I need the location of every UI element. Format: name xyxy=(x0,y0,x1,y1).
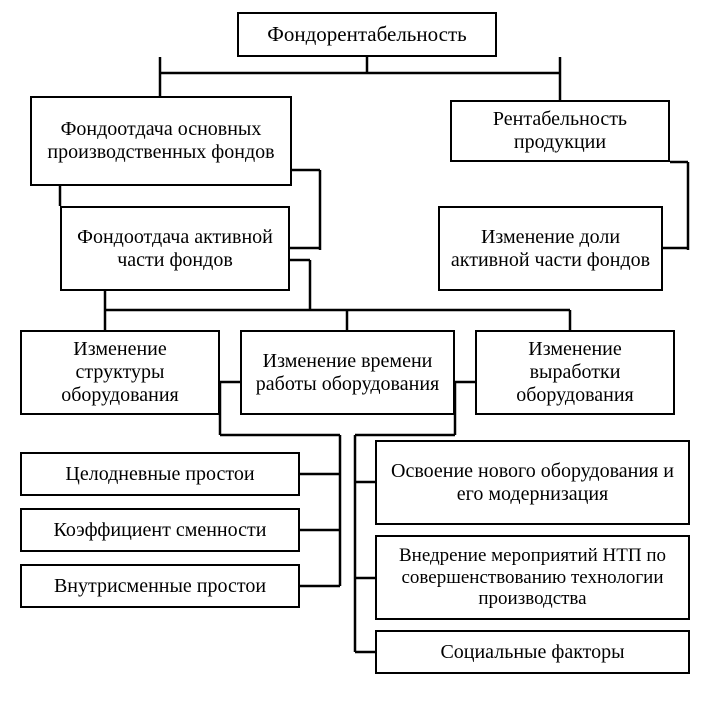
node-rentabelnost: Рентабельность продукции xyxy=(450,100,670,162)
node-vnedrenie-ntp: Внедрение мероприятий НТП по совершенств… xyxy=(375,535,690,620)
node-root: Фондорентабельность xyxy=(237,12,497,57)
node-label: Целодневные простои xyxy=(65,463,254,486)
node-izmenenie-doli: Изменение доли активной части фондов xyxy=(438,206,663,291)
node-socialnye-factory: Социальные факторы xyxy=(375,630,690,674)
node-label: Фондоотдача основных производственных фо… xyxy=(40,118,282,164)
node-vnutrismennye-prostoi: Внутрисменные простои xyxy=(20,564,300,608)
node-label: Социальные факторы xyxy=(440,641,624,664)
node-izmenenie-vremeni: Изменение времени работы оборудования xyxy=(240,330,455,415)
node-fondootdacha-osnovnyh: Фондоотдача основных производственных фо… xyxy=(30,96,292,186)
node-label: Изменение доли активной части фондов xyxy=(448,226,653,272)
node-izmenenie-vyrabotki: Изменение выработки оборудования xyxy=(475,330,675,415)
node-label: Рентабельность продукции xyxy=(460,108,660,154)
node-fondootdacha-aktivnoy: Фондоотдача активной части фондов xyxy=(60,206,290,291)
node-koefficient-smennosti: Коэффициент сменности xyxy=(20,508,300,552)
node-celodnevnye-prostoi: Целодневные простои xyxy=(20,452,300,496)
node-label: Коэффициент сменности xyxy=(54,519,267,542)
node-label: Изменение выработки оборудования xyxy=(485,338,665,407)
node-label: Изменение структуры оборудования xyxy=(30,338,210,407)
node-label: Внедрение мероприятий НТП по совершенств… xyxy=(385,545,680,611)
node-osvoenie-novogo: Освоение нового оборудования и его модер… xyxy=(375,440,690,525)
node-label: Освоение нового оборудования и его модер… xyxy=(385,460,680,506)
node-label: Фондоотдача активной части фондов xyxy=(70,226,280,272)
node-label: Фондорентабельность xyxy=(267,22,466,46)
node-label: Изменение времени работы оборудования xyxy=(250,350,445,396)
node-label: Внутрисменные простои xyxy=(54,575,266,598)
node-izmenenie-struktury: Изменение структуры оборудования xyxy=(20,330,220,415)
